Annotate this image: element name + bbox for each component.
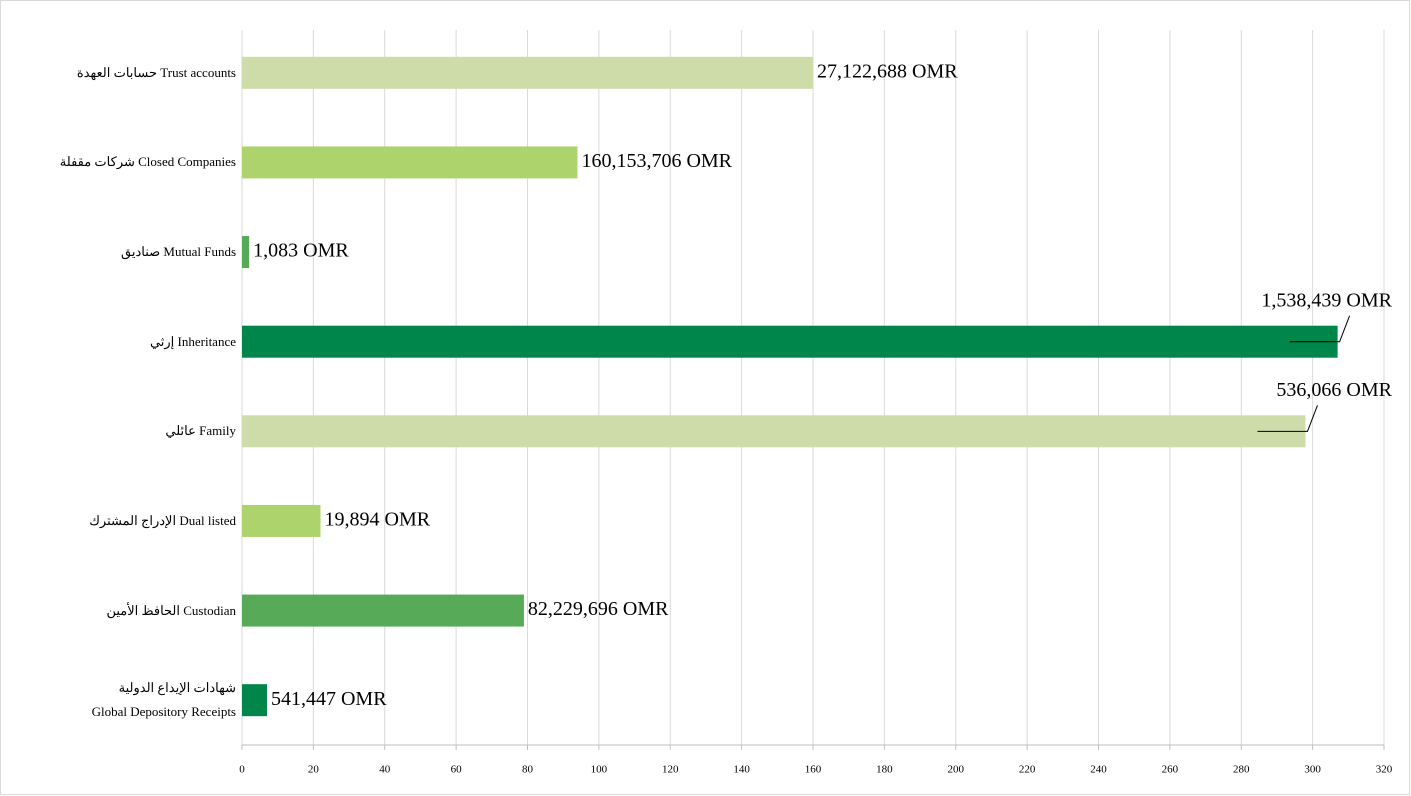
- leader-line: [1289, 315, 1351, 343]
- bar-annotation: 160,153,706 OMR: [581, 150, 732, 172]
- x-tick-label: 100: [591, 764, 608, 776]
- bar-annotation: 541,447 OMR: [271, 688, 387, 710]
- x-tick-label: 240: [1090, 764, 1107, 776]
- x-tick-label: 160: [805, 764, 822, 776]
- bar-annotation: 27,122,688 OMR: [817, 60, 958, 82]
- leader-line: [1257, 405, 1318, 432]
- bar: [242, 56, 813, 89]
- x-tick-label: 20: [308, 764, 320, 776]
- bar-annotation: 1,538,439 OMR: [1261, 289, 1392, 311]
- y-tick-label: عائلي Family: [165, 423, 236, 439]
- y-tick-label: شهادات الإيداع الدولية Global Depository…: [91, 680, 236, 720]
- x-tick-label: 40: [379, 764, 391, 776]
- x-tick-label: 220: [1019, 764, 1036, 776]
- bar: [242, 684, 267, 717]
- x-tick-label: 0: [239, 764, 245, 776]
- x-tick-label: 120: [662, 764, 679, 776]
- y-tick-label: إرثي Inheritance: [149, 333, 236, 349]
- x-tick-label: 140: [733, 764, 750, 776]
- y-tick-label: صناديق Mutual Funds: [120, 244, 236, 260]
- bar: [242, 504, 321, 537]
- x-tick-label: 320: [1376, 764, 1393, 776]
- bar-annotation: 1,083 OMR: [253, 240, 349, 262]
- x-tick-label: 60: [451, 764, 463, 776]
- bar: [242, 594, 524, 627]
- y-tick-label: شركات مقفلة Closed Companies: [59, 154, 236, 170]
- y-tick-label: الإدراج المشترك Dual listed: [89, 512, 236, 528]
- bar: [242, 236, 250, 269]
- bar-annotation: 19,894 OMR: [325, 509, 431, 531]
- x-tick-label: 260: [1162, 764, 1179, 776]
- bar: [242, 146, 578, 179]
- y-tick-label: حسابات العهدة Trust accounts: [76, 64, 236, 80]
- x-tick-label: 200: [948, 764, 965, 776]
- x-tick-label: 180: [876, 764, 893, 776]
- x-tick-label: 280: [1233, 764, 1250, 776]
- bar-annotation: 536,066 OMR: [1276, 379, 1392, 401]
- y-tick-label: الحافظ الأمين Custodian: [106, 602, 236, 618]
- x-tick-label: 300: [1304, 764, 1321, 776]
- x-tick-label: 80: [522, 764, 534, 776]
- bar: [242, 325, 1338, 358]
- bar-annotation: 82,229,696 OMR: [528, 598, 669, 620]
- bar: [242, 415, 1306, 448]
